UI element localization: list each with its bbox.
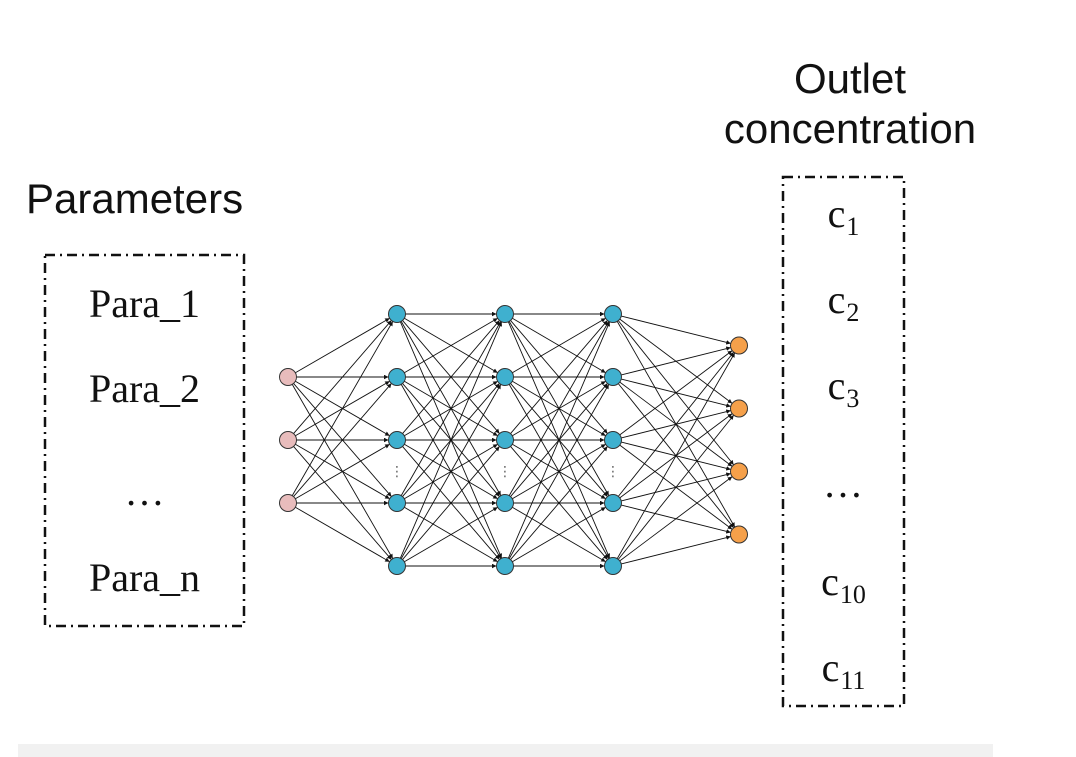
edge-l0-1-0 <box>293 320 392 434</box>
hidden-node-l2-3 <box>496 494 514 512</box>
output-node-l4-1 <box>730 399 748 418</box>
hidden-node-l2-4 <box>496 557 514 575</box>
hidden-ellipsis-l1: ⋮ <box>390 464 404 480</box>
hidden-ellipsis-l2: ⋮ <box>498 464 512 480</box>
edge-l2-4-2 <box>510 446 608 560</box>
output-node-l4-2 <box>730 462 748 481</box>
edge-l3-3-0 <box>617 351 735 497</box>
parameters-box-border <box>43 253 246 628</box>
edge-l1-1-0 <box>404 317 498 374</box>
hidden-node-l2-2 <box>496 431 514 449</box>
hidden-ellipsis-l3: ⋮ <box>606 464 620 480</box>
outlet-title: Outlet concentration <box>700 54 1000 155</box>
input-node-l0-0 <box>279 368 297 386</box>
output-item-ellipsis: … <box>823 461 863 506</box>
outlet-title-line1: Outlet <box>793 55 907 102</box>
parameters-title: Parameters <box>26 175 244 222</box>
input-node-l0-1 <box>279 431 297 449</box>
network-edges <box>291 311 736 569</box>
outlet-box-border <box>781 175 906 708</box>
param-item-ellipsis: … <box>124 469 165 514</box>
edge-l0-2-4 <box>295 506 390 563</box>
edge-l1-4-0 <box>399 321 503 559</box>
edge-l3-2-0 <box>619 350 733 436</box>
hidden-node-l1-4 <box>388 557 406 575</box>
outlet-title-line2: concentration <box>723 105 977 153</box>
edge-l2-4-1 <box>508 384 610 559</box>
output-item-c11: c11 <box>821 645 866 695</box>
neural-network-diagram: ⋮ ⋮ ⋮ <box>279 305 748 575</box>
edge-l3-4-1 <box>617 414 735 560</box>
param-item-n: Para_n <box>88 555 201 600</box>
hidden-layer-ellipses: ⋮ ⋮ ⋮ <box>390 464 620 480</box>
output-item-c3: c3 <box>827 363 860 413</box>
edge-l0-2-2 <box>295 443 390 500</box>
edge-l2-4-0 <box>507 321 611 559</box>
edge-l1-4-3 <box>404 506 498 563</box>
output-item-c1: c1 <box>827 191 860 241</box>
parameters-box: Para_1 Para_2 … Para_n <box>43 253 246 628</box>
network-nodes <box>279 305 748 575</box>
edge-l3-0-0 <box>621 315 731 345</box>
bottom-scroll-bar <box>18 744 993 757</box>
output-node-l4-0 <box>730 336 748 355</box>
hidden-node-l1-2 <box>388 431 406 449</box>
edge-l1-4-1 <box>400 384 502 559</box>
edge-l3-4-0 <box>616 352 736 559</box>
hidden-node-l1-1 <box>388 368 406 386</box>
edge-l2-4-3 <box>512 506 606 563</box>
edge-l0-0-0 <box>295 317 390 374</box>
edge-l3-1-0 <box>621 346 731 376</box>
hidden-node-l3-0 <box>604 305 622 323</box>
hidden-node-l2-0 <box>496 305 514 323</box>
edge-l0-2-1 <box>293 383 392 497</box>
hidden-node-l1-3 <box>388 494 406 512</box>
output-item-c2: c2 <box>827 277 860 327</box>
output-item-c10: c10 <box>821 559 866 609</box>
edge-l1-2-0 <box>402 320 500 434</box>
edge-l3-4-2 <box>619 476 733 562</box>
edge-l2-3-0 <box>508 321 610 496</box>
edge-l1-4-2 <box>402 446 500 560</box>
edge-l2-1-0 <box>512 317 606 374</box>
hidden-node-l3-1 <box>604 368 622 386</box>
edge-l1-3-0 <box>400 321 502 496</box>
edge-l2-2-0 <box>510 320 608 434</box>
hidden-node-l3-2 <box>604 431 622 449</box>
param-item-1: Para_1 <box>88 281 201 326</box>
hidden-node-l3-3 <box>604 494 622 512</box>
hidden-node-l1-0 <box>388 305 406 323</box>
hidden-node-l2-1 <box>496 368 514 386</box>
hidden-node-l3-4 <box>604 557 622 575</box>
output-node-l4-3 <box>730 525 748 544</box>
edge-l0-2-0 <box>291 321 394 496</box>
input-node-l0-2 <box>279 494 297 512</box>
outlet-box: c1 c2 c3 … c10 c11 <box>781 175 906 708</box>
param-item-2: Para_2 <box>88 366 201 411</box>
edge-l3-4-3 <box>621 535 731 565</box>
